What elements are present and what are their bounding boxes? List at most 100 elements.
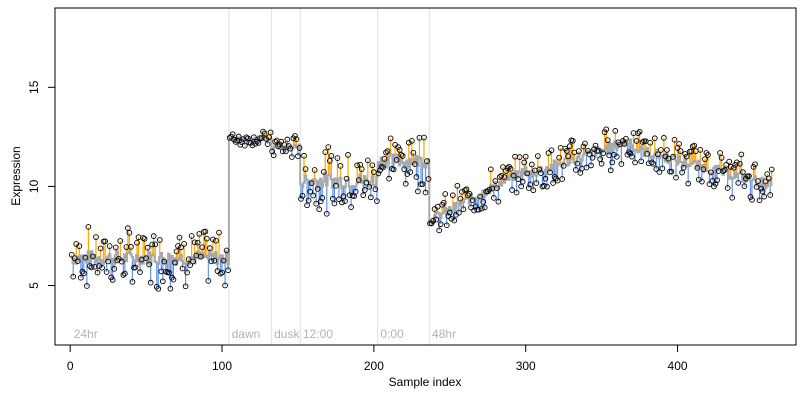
data-point <box>724 185 731 191</box>
x-axis-title: Sample index <box>389 375 462 389</box>
data-point <box>287 145 294 152</box>
data-point <box>295 153 301 159</box>
data-point <box>490 195 497 201</box>
data-point <box>207 245 213 252</box>
data-point <box>146 261 152 268</box>
data-point <box>721 167 728 173</box>
data-point <box>322 149 329 155</box>
data-point <box>194 239 201 246</box>
data-point <box>661 135 667 141</box>
data-point <box>515 176 521 182</box>
data-point <box>705 152 711 158</box>
data-point <box>308 180 315 187</box>
data-point <box>79 268 86 275</box>
data-point <box>182 283 189 290</box>
data-point <box>326 157 333 164</box>
data-point <box>755 178 761 184</box>
data-point <box>492 178 499 184</box>
data-point <box>402 180 409 187</box>
x-tick-label: 100 <box>212 359 232 373</box>
data-point <box>621 141 628 147</box>
data-point <box>446 209 453 216</box>
data-point <box>251 134 257 141</box>
data-point <box>82 254 89 261</box>
data-point <box>442 191 449 197</box>
data-point <box>638 158 644 165</box>
data-point <box>636 128 643 135</box>
data-point <box>121 270 128 277</box>
data-point <box>299 192 306 199</box>
data-point <box>88 264 95 271</box>
data-point <box>399 153 406 159</box>
data-point <box>443 222 450 229</box>
data-point <box>366 183 373 190</box>
data-point <box>768 166 775 173</box>
data-point <box>714 177 720 184</box>
data-point <box>190 258 197 265</box>
data-point <box>601 129 608 136</box>
data-point <box>422 189 429 196</box>
data-point <box>623 135 629 142</box>
y-axis: 5 10 15 <box>27 71 56 289</box>
data-point <box>565 153 572 160</box>
data-point <box>369 162 376 169</box>
data-point <box>472 203 479 210</box>
data-point <box>463 186 470 193</box>
data-point <box>598 160 605 167</box>
data-point <box>456 209 462 216</box>
data-point <box>566 143 573 150</box>
data-point <box>726 158 733 165</box>
data-point <box>120 272 127 278</box>
data-point <box>633 138 640 144</box>
data-point <box>413 174 420 180</box>
data-point <box>495 198 502 205</box>
data-point <box>393 157 400 163</box>
data-point <box>187 262 193 268</box>
data-point <box>530 187 537 194</box>
data-point <box>191 239 198 246</box>
data-point <box>629 153 635 160</box>
data-point <box>717 150 723 156</box>
data-point <box>243 134 250 141</box>
data-point <box>264 141 271 147</box>
data-point <box>425 176 432 182</box>
data-point <box>81 270 87 277</box>
data-point <box>556 154 562 161</box>
data-point <box>752 161 758 168</box>
data-point <box>538 170 544 176</box>
data-point <box>659 165 666 172</box>
data-point <box>653 166 660 172</box>
data-point <box>176 234 183 241</box>
data-point <box>93 234 99 240</box>
data-point <box>185 256 192 263</box>
data-point <box>173 248 180 255</box>
data-point <box>525 185 532 191</box>
data-point <box>513 189 520 196</box>
data-point <box>217 270 224 277</box>
data-point <box>756 197 763 204</box>
data-point <box>96 263 102 269</box>
data-point <box>216 229 222 236</box>
data-point <box>516 154 523 160</box>
data-point <box>683 153 690 160</box>
data-point <box>595 147 602 154</box>
data-point <box>670 153 676 160</box>
data-point <box>149 241 156 248</box>
data-point <box>147 279 154 286</box>
data-point <box>364 157 371 164</box>
data-point <box>128 244 134 250</box>
data-point <box>156 237 163 243</box>
data-point <box>503 168 509 174</box>
data-point <box>736 160 743 167</box>
data-point <box>729 194 736 201</box>
x-axis: 0 100 200 300 400 <box>67 344 688 373</box>
data-point <box>536 166 543 173</box>
data-point <box>706 181 713 187</box>
data-point <box>759 188 766 195</box>
data-point <box>77 274 84 281</box>
data-point <box>167 285 174 292</box>
data-point <box>377 167 383 174</box>
data-point <box>141 236 148 242</box>
data-point <box>700 166 707 173</box>
